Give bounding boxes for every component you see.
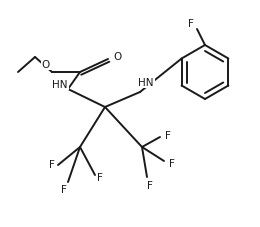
Text: HN: HN bbox=[138, 78, 154, 88]
Text: F: F bbox=[49, 159, 55, 169]
Text: F: F bbox=[147, 180, 153, 190]
Text: F: F bbox=[188, 19, 194, 29]
Text: O: O bbox=[113, 52, 121, 62]
Text: HN: HN bbox=[52, 80, 68, 90]
Text: O: O bbox=[42, 60, 50, 70]
Text: F: F bbox=[61, 184, 67, 194]
Text: F: F bbox=[165, 131, 171, 140]
Text: F: F bbox=[169, 158, 175, 168]
Text: F: F bbox=[97, 172, 103, 182]
